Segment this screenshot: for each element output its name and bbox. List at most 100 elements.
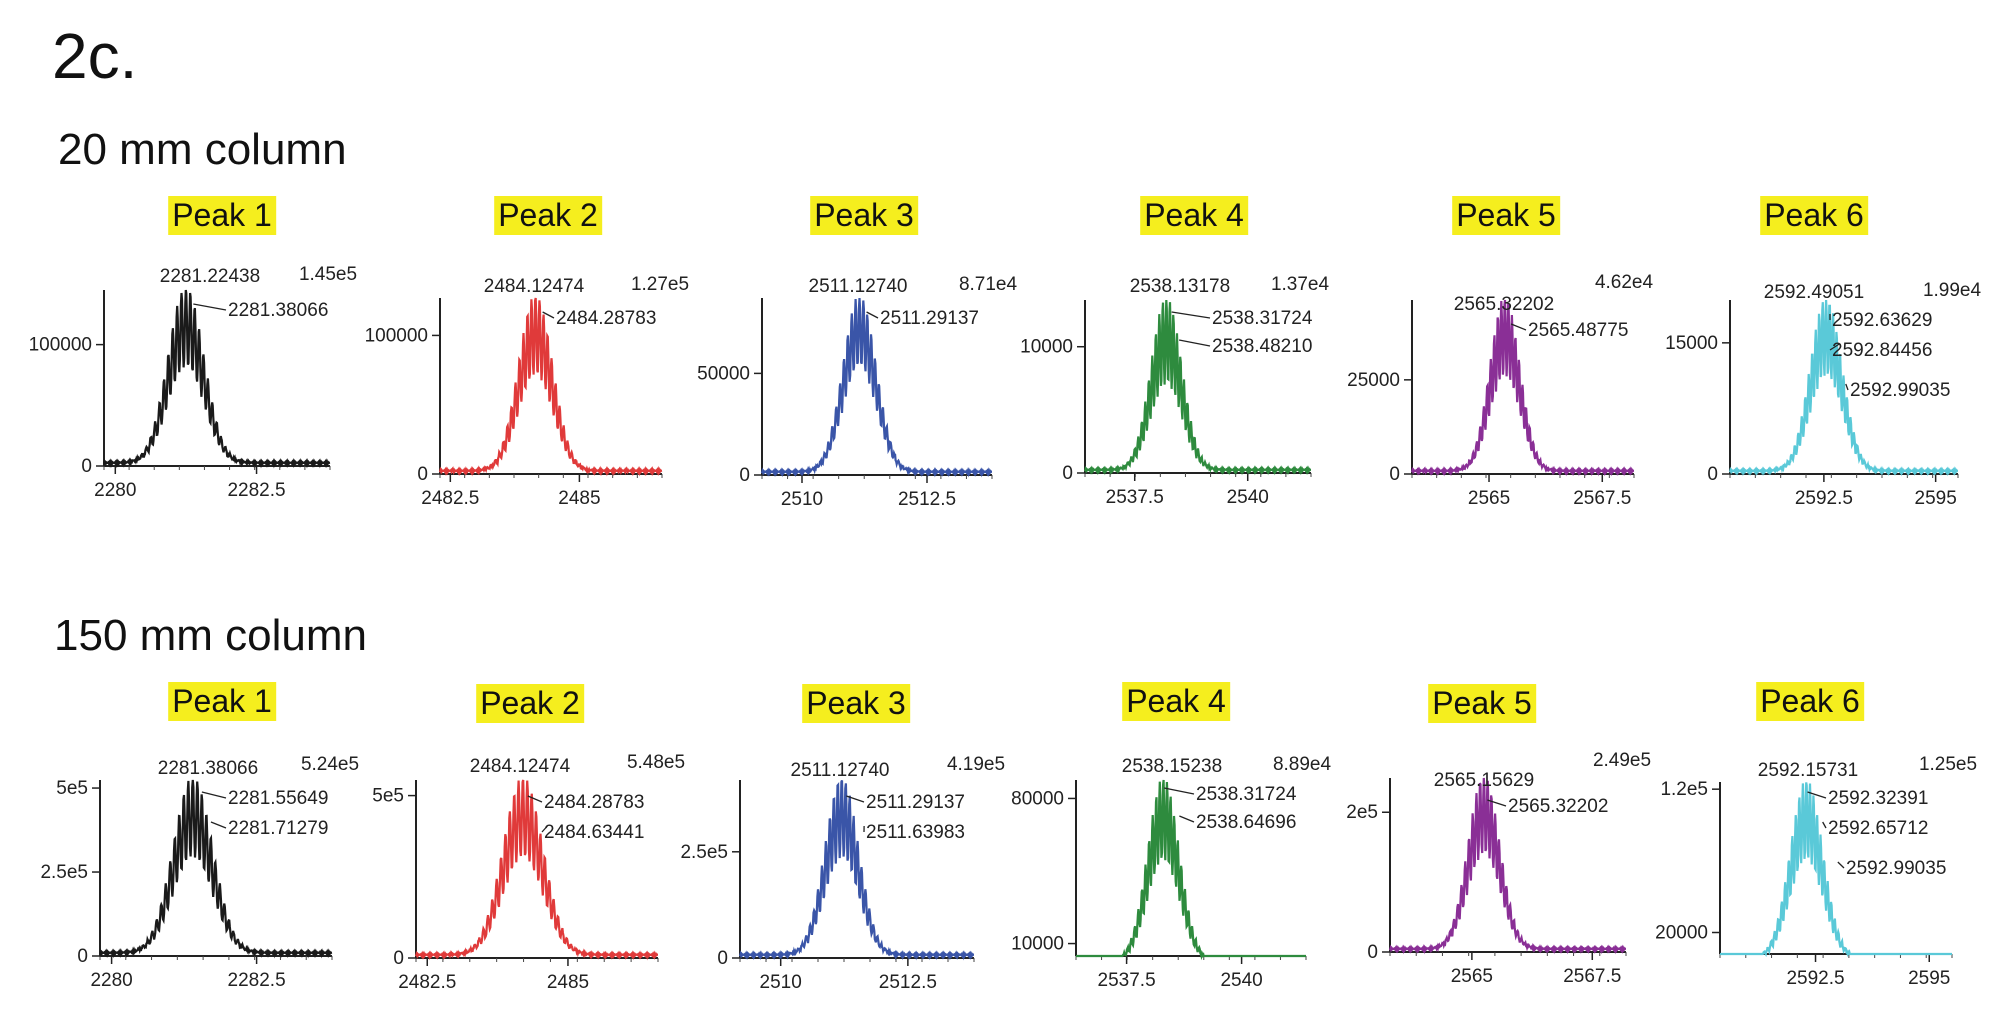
y-tick-label: 0 (1707, 464, 1718, 485)
x-tick-label: 2595 (1915, 488, 1957, 509)
peak-annotation: 2484.12474 (470, 756, 571, 777)
peak-annotation: 2592.63629 (1832, 310, 1932, 331)
peak-annotation: 2538.15238 (1122, 756, 1222, 777)
annotation-leader (1179, 815, 1195, 823)
y-tick-label: 5e5 (56, 778, 88, 799)
peak-annotation: 2281.71279 (228, 818, 328, 839)
annotation-leader (542, 311, 555, 319)
y-tick-label: 0 (1062, 463, 1073, 484)
max-intensity-label: 8.71e4 (959, 274, 1018, 295)
peak-annotation: 2538.31724 (1196, 784, 1297, 805)
peak-annotation: 2592.65712 (1828, 818, 1928, 839)
peak-annotation: 2281.38066 (158, 758, 258, 779)
peak-annotation: 2538.31724 (1212, 308, 1313, 329)
max-intensity-label: 1.25e5 (1919, 754, 1977, 775)
x-tick-label: 2540 (1227, 487, 1269, 508)
peak-annotation: 2565.48775 (1528, 320, 1628, 341)
peak-annotation: 2592.84456 (1832, 340, 1932, 361)
max-intensity-label: 5.24e5 (301, 754, 359, 775)
annotation-leader (541, 825, 548, 833)
spectrum-trace (738, 779, 975, 961)
chart-panel-11: 2565 2567.5 0 2e5 2.49e5 2565.15629 2565.32202 (1346, 750, 1651, 987)
peak-annotation: 2592.49051 (1764, 282, 1864, 303)
peak-annotation: 2538.13178 (1130, 276, 1230, 297)
y-tick-label: 100000 (365, 325, 428, 346)
panel-label-row1-peak1: Peak 1 (168, 196, 276, 236)
annotation-leader (1837, 861, 1845, 869)
chart-panel-6: 2592.5 2595 0 15000 1.99e4 2592.49051 2592.636… (1665, 280, 1981, 509)
annotation-leader (201, 791, 227, 799)
x-tick-label: 2537.5 (1098, 970, 1156, 991)
peak-annotation: 2484.63441 (544, 822, 644, 843)
panel-label-row2-peak1: Peak 1 (168, 682, 276, 722)
annotation-leader (1829, 343, 1840, 351)
x-tick-label: 2537.5 (1106, 487, 1164, 508)
panel-label-row2-peak2: Peak 2 (476, 684, 584, 724)
peak-annotation: 2565.32202 (1454, 294, 1554, 315)
spectrum-trace (1728, 299, 1959, 477)
max-intensity-label: 1.99e4 (1923, 280, 1982, 301)
peak-annotation: 2484.28783 (544, 792, 644, 813)
annotation-leader (210, 821, 227, 829)
x-tick-label: 2512.5 (898, 489, 956, 510)
spectrum-trace (438, 297, 663, 477)
chart-panel-7: 2280 2282.5 0 2.5e5 5e5 5.24e5 2281.38066 2281.… (40, 754, 359, 991)
spectrum-trace (102, 289, 331, 469)
x-tick-label: 2565 (1451, 966, 1493, 987)
annotation-leader (193, 303, 227, 311)
x-tick-label: 2485 (547, 972, 589, 993)
max-intensity-label: 5.48e5 (627, 752, 685, 773)
chart-panel-2: 2482.5 2485 0 100000 1.27e5 2484.12474 2484.28… (365, 274, 689, 509)
annotation-leader (866, 311, 879, 319)
panel-label-row2-peak6: Peak 6 (1756, 682, 1864, 722)
max-intensity-label: 4.62e4 (1595, 272, 1654, 293)
max-intensity-label: 1.45e5 (299, 264, 357, 285)
x-tick-label: 2592.5 (1786, 968, 1844, 989)
y-tick-label: 1.2e5 (1660, 779, 1708, 800)
peak-annotation: 2592.15731 (1758, 760, 1858, 781)
panel-label-row1-peak5: Peak 5 (1452, 196, 1560, 236)
row-title-20mm: 20 mm column (58, 125, 347, 174)
annotation-leader (1164, 787, 1195, 795)
y-tick-label: 0 (1367, 942, 1378, 963)
spectrum-trace (98, 779, 333, 959)
x-tick-label: 2567.5 (1563, 966, 1621, 987)
chart-panel-8: 2482.5 2485 0 5e5 5.48e5 2484.12474 2484.28783… (372, 752, 685, 993)
x-tick-label: 2512.5 (879, 972, 937, 993)
max-intensity-label: 2.49e5 (1593, 750, 1651, 771)
chart-panel-4: 2537.5 2540 0 10000 1.37e4 2538.13178 2538.317… (1020, 274, 1329, 508)
max-intensity-label: 1.37e4 (1271, 274, 1330, 295)
x-tick-label: 2280 (90, 970, 132, 991)
peak-annotation: 2511.29137 (866, 792, 965, 813)
annotation-leader (1178, 339, 1211, 347)
y-tick-label: 0 (717, 948, 728, 969)
spectrum-trace (760, 297, 993, 478)
panel-label-row1-peak3: Peak 3 (810, 196, 918, 236)
y-tick-label: 0 (393, 948, 404, 969)
peak-annotation: 2592.32391 (1828, 788, 1928, 809)
chart-panel-9: 2510 2512.5 0 2.5e5 4.19e5 2511.12740 2511.291… (680, 754, 1005, 993)
y-tick-label: 2.5e5 (680, 842, 728, 863)
chart-panel-3: 2510 2512.5 0 50000 8.71e4 2511.12740 2511.291… (697, 274, 1017, 510)
y-tick-label: 0 (739, 465, 750, 486)
x-tick-label: 2567.5 (1573, 488, 1631, 509)
chart-panel-1: 2280 2282.5 0 100000 1.45e5 2281.22438 2281.38… (29, 264, 357, 501)
peak-annotation: 2484.12474 (484, 276, 585, 297)
y-tick-label: 20000 (1655, 923, 1708, 944)
spectrum-trace (1410, 299, 1635, 477)
chart-panel-12: 2592.5 2595 20000 1.2e5 1.25e5 2592.15731 2592… (1655, 754, 1977, 989)
spectrum-trace (1076, 779, 1306, 961)
y-tick-label: 10000 (1020, 337, 1073, 358)
y-tick-label: 2e5 (1346, 802, 1378, 823)
y-tick-label: 2.5e5 (40, 862, 88, 883)
peak-annotation: 2281.55649 (228, 788, 328, 809)
spectrum-trace (414, 779, 659, 961)
peak-annotation: 2281.38066 (228, 300, 328, 321)
x-tick-label: 2592.5 (1795, 488, 1853, 509)
y-tick-label: 0 (81, 456, 92, 477)
peak-annotation: 2511.12740 (791, 760, 890, 781)
panel-label-row1-peak2: Peak 2 (494, 196, 602, 236)
y-tick-label: 100000 (29, 335, 92, 356)
max-intensity-label: 1.27e5 (631, 274, 689, 295)
